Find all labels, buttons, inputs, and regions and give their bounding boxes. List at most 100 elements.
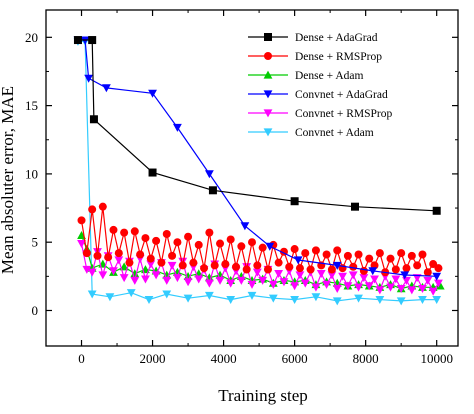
data-point (311, 283, 321, 292)
data-point (391, 275, 401, 284)
data-point (311, 246, 320, 255)
data-point (152, 236, 161, 245)
data-point (338, 272, 347, 281)
data-point (311, 293, 321, 302)
data-point (183, 271, 193, 280)
y-tick-label: 10 (25, 166, 38, 181)
data-point (343, 282, 353, 291)
data-point (114, 249, 123, 258)
data-point (119, 262, 129, 271)
x-tick-label: 0 (78, 351, 85, 366)
data-point (274, 270, 284, 279)
data-point (258, 243, 267, 252)
data-point (88, 36, 97, 45)
data-point (87, 268, 97, 277)
data-point (194, 275, 204, 284)
data-point (354, 294, 363, 303)
data-point (253, 261, 262, 270)
data-point (407, 251, 416, 260)
data-point (435, 281, 445, 290)
data-point (77, 239, 86, 248)
data-point (274, 258, 283, 267)
data-point (295, 271, 305, 280)
data-point (167, 261, 177, 270)
data-point (204, 273, 214, 282)
data-point (432, 295, 442, 304)
data-point (189, 258, 198, 267)
data-point (82, 249, 91, 258)
data-point (146, 254, 155, 263)
legend-marker (263, 109, 273, 118)
data-point (263, 265, 272, 274)
data-point (184, 232, 193, 241)
data-point (418, 250, 427, 259)
data-point (141, 275, 150, 284)
data-point (396, 285, 406, 294)
x-tick-label: 6000 (282, 351, 308, 366)
data-point (204, 279, 214, 288)
data-point (332, 261, 342, 270)
data-point (194, 240, 203, 249)
data-point (232, 262, 241, 271)
data-point (89, 115, 98, 124)
axes: 0 2000 4000 6000 8000 10000 0 5 10 15 20 (25, 9, 459, 366)
data-point (316, 270, 326, 279)
legend-marker (263, 90, 273, 99)
data-point (173, 123, 182, 132)
data-point (240, 222, 250, 231)
data-point (418, 295, 427, 304)
data-point (333, 246, 342, 255)
data-point (423, 276, 433, 285)
series-line (80, 206, 439, 275)
series-layer (73, 36, 445, 306)
data-point (162, 270, 172, 279)
data-point (125, 258, 134, 267)
data-point (215, 276, 225, 285)
data-point (365, 254, 374, 263)
y-tick-label: 5 (32, 235, 39, 250)
data-point (216, 239, 225, 248)
data-point (368, 267, 378, 276)
x-tick-label: 2000 (140, 351, 166, 366)
data-point (370, 275, 379, 284)
data-point (144, 295, 154, 304)
data-point (397, 249, 406, 258)
data-point (104, 253, 113, 262)
data-point (157, 258, 166, 267)
series-0 (73, 36, 441, 215)
data-point (332, 285, 342, 294)
y-tick-label: 20 (25, 30, 38, 45)
data-point (434, 264, 443, 273)
data-point (226, 279, 236, 288)
data-point (343, 251, 352, 260)
legend-label: Convnet + RMSProp (295, 108, 392, 120)
data-point (434, 279, 443, 288)
data-point (208, 186, 217, 195)
y-axis-title: Mean absoluter error, MAE (0, 86, 17, 274)
data-point (290, 197, 299, 206)
data-point (242, 265, 251, 274)
data-point (148, 168, 157, 177)
data-point (375, 249, 384, 258)
data-point (162, 230, 171, 238)
data-point (210, 261, 219, 270)
data-point (407, 286, 417, 295)
data-point (354, 250, 363, 259)
data-point (290, 245, 299, 254)
data-point (359, 274, 369, 283)
data-point (178, 261, 187, 270)
legend-label: Convnet + Adam (295, 127, 374, 139)
data-point (119, 274, 129, 283)
data-point (148, 89, 157, 98)
data-point (293, 256, 303, 265)
data-point (200, 264, 209, 273)
data-point (98, 271, 108, 280)
x-axis-title: Training step (218, 386, 308, 405)
data-point (146, 260, 156, 269)
data-point (402, 276, 411, 285)
legend-marker (263, 70, 273, 79)
legend-marker (263, 128, 273, 137)
data-point (248, 238, 256, 247)
data-point (173, 238, 182, 247)
